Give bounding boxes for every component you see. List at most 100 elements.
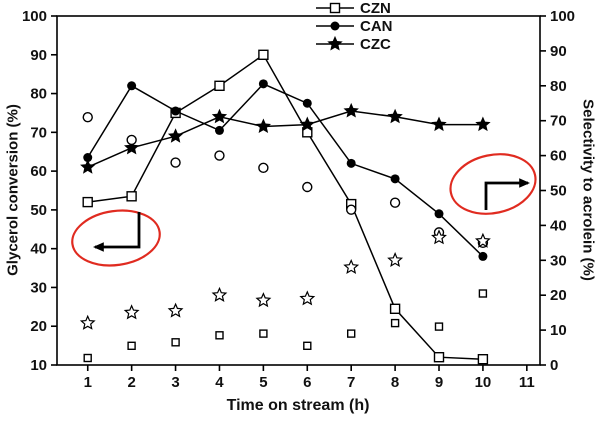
legend-marker-circle-filled (330, 21, 340, 31)
series-marker-square-open (258, 49, 269, 60)
series-marker-circle-filled (478, 251, 488, 261)
right-y-tick-label: 10 (550, 322, 567, 339)
series-marker-square-open (433, 352, 445, 363)
series-marker-star-filled (167, 128, 184, 143)
left-y-tick-label: 20 (30, 318, 47, 335)
legend-label: CZN (360, 0, 391, 17)
series-marker-circle-open (258, 162, 269, 174)
series-marker-star-open (167, 302, 184, 318)
series-marker-square-open (347, 329, 356, 338)
series-marker-star-filled (299, 116, 315, 132)
x-axis-title: Time on stream (h) (226, 397, 370, 414)
annotation-arrowhead (519, 178, 530, 188)
series-marker-star-open (255, 292, 272, 308)
annotation-ellipse (449, 153, 537, 215)
series-marker-circle-open (214, 150, 225, 161)
left-y-tick-label: 30 (30, 279, 47, 296)
series-marker-square-open (83, 353, 92, 363)
series-marker-square-open (303, 341, 312, 350)
legend-marker-star-filled (327, 35, 343, 51)
series-marker-circle-open (126, 134, 137, 146)
annotation-arrowhead (93, 242, 104, 252)
left-y-tick-label: 90 (30, 47, 47, 64)
left-y-tick-label: 100 (22, 8, 47, 25)
x-tick-label: 7 (347, 374, 355, 391)
series-marker-square-open (478, 289, 488, 298)
annotation-arrow (484, 181, 528, 210)
series-marker-square-open (259, 329, 268, 338)
left-y-tick-label: 50 (30, 202, 47, 219)
series-marker-star-filled (255, 118, 271, 133)
right-y-tick-label: 50 (550, 183, 567, 200)
annotation-arrow (95, 212, 141, 249)
x-tick-label: 4 (215, 374, 224, 391)
series-marker-circle-open (302, 181, 313, 193)
right-y-tick-label: 0 (550, 357, 558, 374)
series-marker-star-open (79, 314, 96, 330)
series-marker-circle-filled (214, 125, 224, 135)
series-marker-square-open (215, 331, 224, 340)
x-tick-label: 6 (303, 374, 311, 391)
left-axis-title: Glycerol conversion (%) (4, 104, 22, 276)
series-marker-circle-open (82, 112, 93, 123)
x-tick-label: 2 (127, 374, 135, 391)
x-tick-label: 9 (435, 374, 443, 391)
series-line (87, 53, 483, 360)
series-marker-star-filled (387, 108, 403, 124)
right-y-tick-label: 40 (550, 217, 567, 234)
left-y-tick-label: 10 (30, 357, 47, 374)
right-y-tick-label: 30 (550, 252, 567, 269)
series-marker-star-filled (80, 159, 96, 174)
series-marker-star-open (431, 229, 447, 245)
right-y-tick-label: 70 (550, 113, 567, 130)
series-marker-square-open (214, 80, 225, 92)
series-marker-square-open (434, 322, 444, 331)
right-y-tick-label: 90 (550, 43, 567, 60)
right-y-tick-label: 100 (550, 8, 575, 25)
x-tick-label: 1 (84, 374, 92, 391)
right-axis-title: Selectivity to acrolein (%) (579, 99, 597, 281)
series-line (87, 82, 484, 257)
series-marker-square-open (171, 338, 180, 347)
series-marker-square-open (82, 196, 93, 208)
series-marker-star-open (387, 251, 404, 268)
series-marker-star-filled (431, 116, 447, 132)
series-marker-star-filled (475, 116, 491, 132)
left-y-tick-label: 40 (30, 241, 47, 258)
annotation-ellipse (71, 209, 161, 267)
series-marker-star-filled (343, 102, 359, 118)
series-line (87, 110, 483, 168)
left-y-tick-label: 70 (30, 124, 47, 141)
series-marker-circle-filled (83, 153, 93, 163)
series-marker-star-filled (211, 108, 228, 124)
x-tick-label: 11 (519, 374, 535, 391)
series-marker-circle-filled (127, 81, 137, 91)
series-marker-square-open (477, 354, 489, 365)
legend-marker-square-open (329, 2, 341, 14)
series-marker-circle-filled (434, 209, 444, 219)
series-marker-square-open (389, 303, 401, 314)
legend-label: CZC (360, 36, 391, 53)
series-marker-circle-filled (171, 106, 181, 116)
series-marker-circle-open (170, 157, 181, 168)
series-marker-square-open (127, 341, 136, 350)
series-marker-star-open (343, 259, 360, 275)
left-y-tick-label: 80 (30, 86, 47, 103)
series-marker-circle-filled (302, 98, 312, 108)
series-marker-circle-open (345, 204, 357, 215)
series-marker-circle-filled (258, 79, 268, 89)
series-marker-star-open (211, 286, 228, 302)
x-tick-label: 10 (475, 374, 492, 391)
series-marker-square-open (126, 191, 137, 202)
series-marker-circle-filled (346, 158, 356, 168)
series-marker-star-open (299, 290, 316, 306)
right-y-tick-label: 60 (550, 148, 567, 165)
series-marker-star-open (123, 304, 140, 320)
series-marker-square-open (390, 318, 400, 328)
x-tick-label: 5 (259, 374, 267, 391)
legend-label: CAN (360, 18, 393, 35)
right-y-tick-label: 20 (550, 287, 567, 304)
x-tick-label: 8 (391, 374, 399, 391)
